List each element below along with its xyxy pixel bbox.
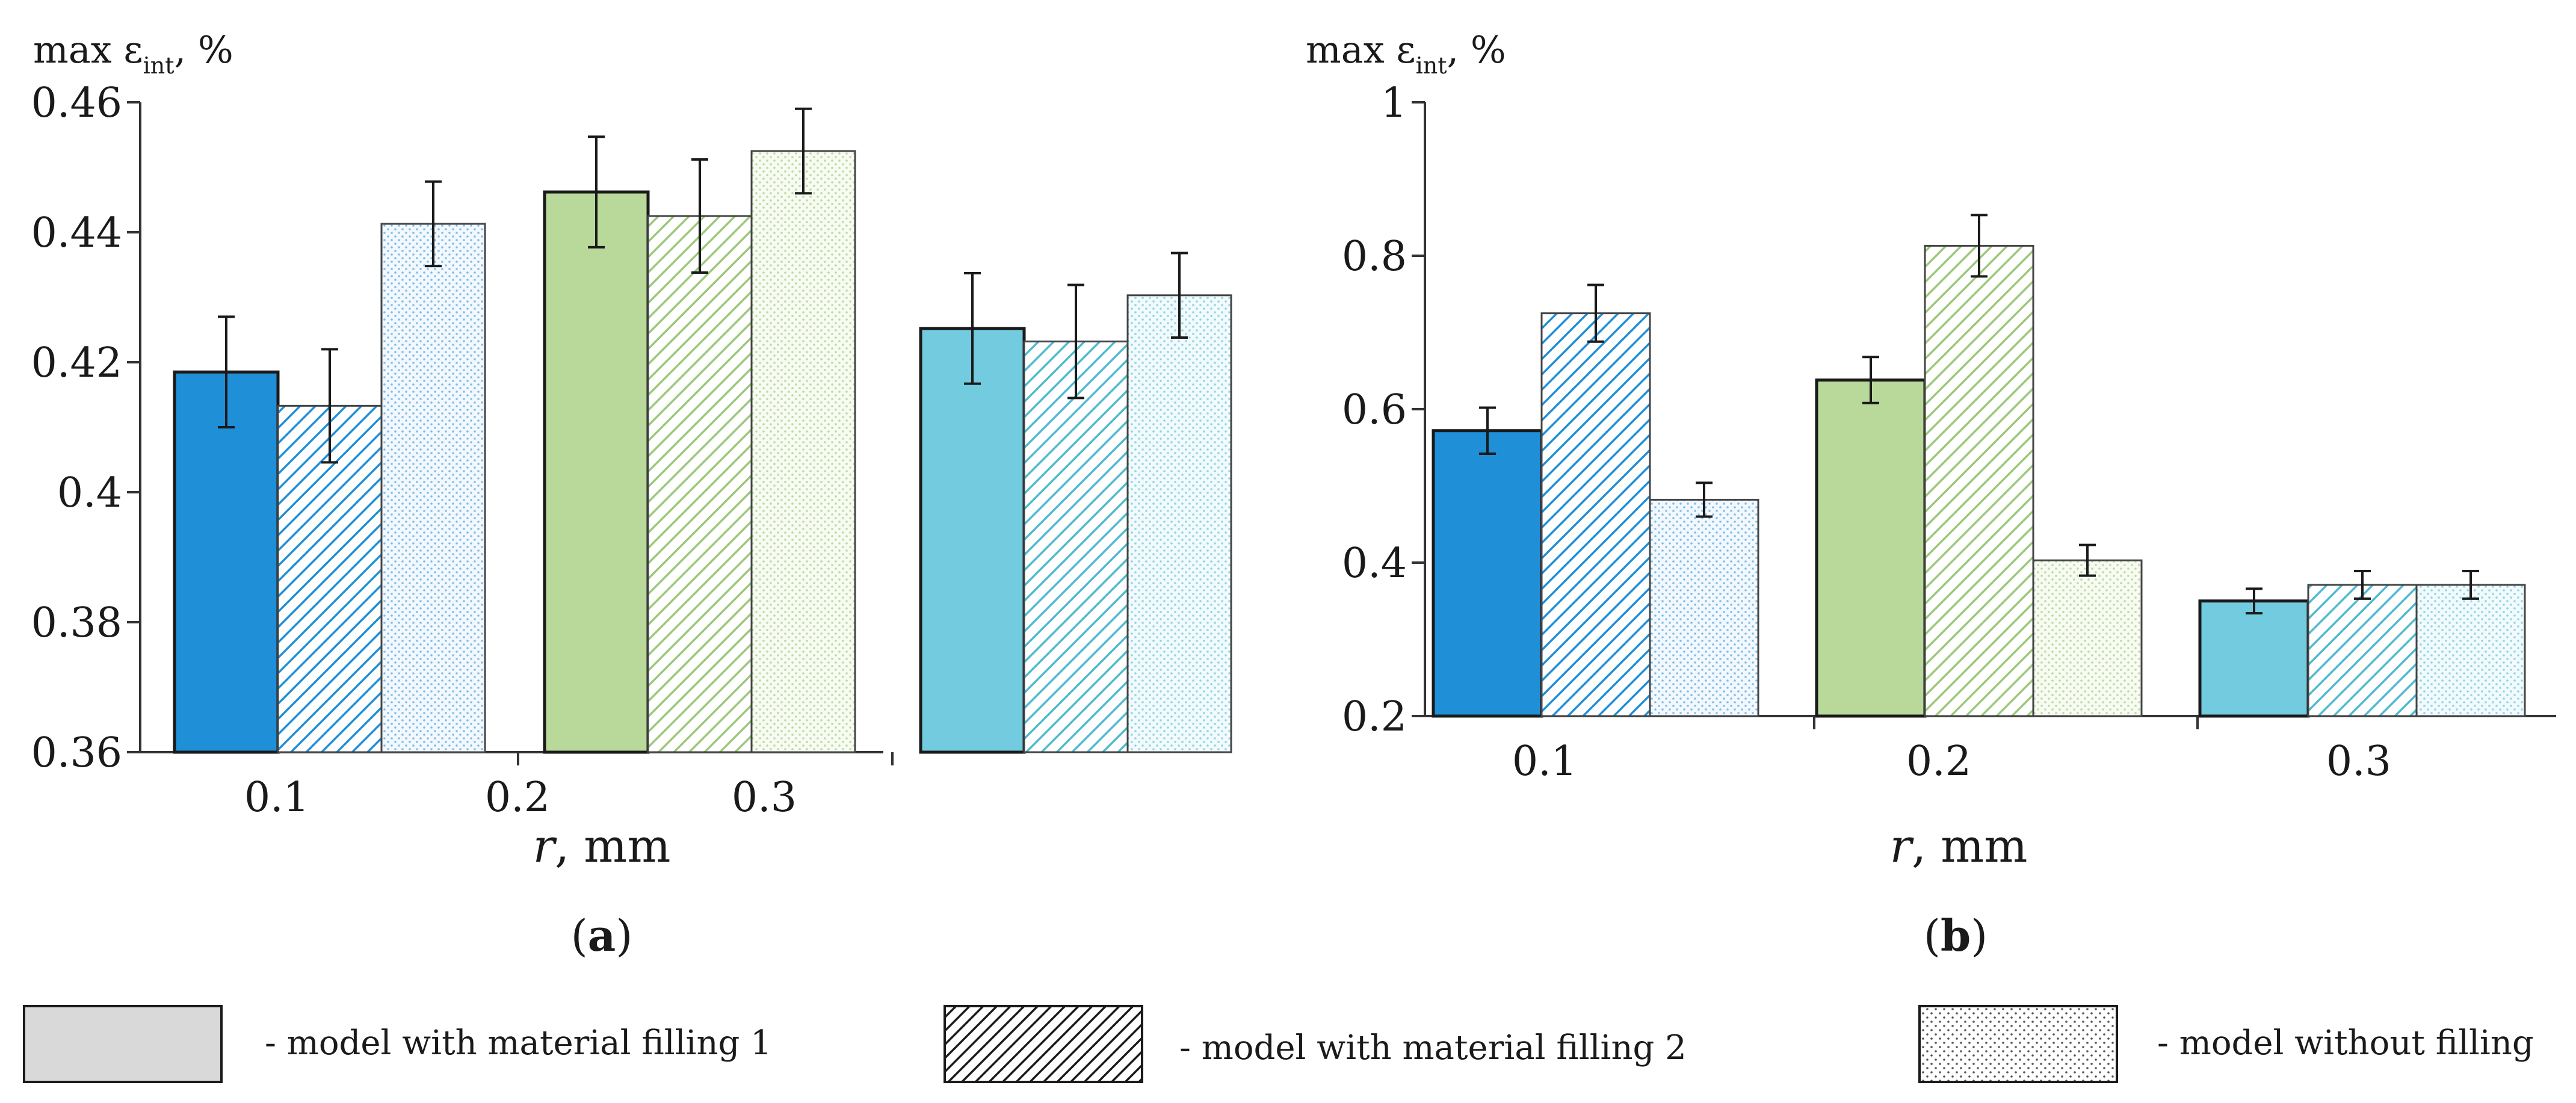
- bar-b-0.1-series3: [1649, 498, 1759, 717]
- bar-a-0.3-series1: [919, 327, 1026, 754]
- bar-b-0.2-series1: [1815, 378, 1927, 718]
- error-bar-b: [1479, 406, 1496, 455]
- y-label-sub-b: int: [1416, 52, 1447, 79]
- error-bar-b: [1862, 356, 1879, 404]
- caption-letter-b: b: [1941, 910, 1971, 961]
- caption-close-a: ): [616, 910, 632, 961]
- bar-a-0.3-series2: [1023, 340, 1129, 753]
- error-bar-b: [2246, 587, 2262, 615]
- error-bar-a: [1171, 252, 1188, 339]
- x-tick-label-b: 0.1: [1512, 738, 1577, 785]
- y-label-main-b: max ε: [1306, 28, 1416, 72]
- x-label-unit-a: , mm: [555, 819, 670, 873]
- error-bar-a: [321, 348, 338, 464]
- error-bar-a: [1067, 283, 1084, 400]
- caption-open-b: (: [1924, 910, 1941, 961]
- error-bar-a: [795, 107, 812, 195]
- error-bar-b: [2354, 570, 2371, 600]
- bar-b-0.1-series1: [1432, 429, 1543, 718]
- bar-b-0.2-series2: [1924, 244, 2034, 717]
- error-bar-b: [2462, 570, 2479, 600]
- error-bar-a: [691, 158, 708, 274]
- bar-b-0.3-series1: [2198, 599, 2310, 718]
- error-bar-a: [964, 272, 981, 385]
- y-tick-label-b: 0.6: [1342, 386, 1407, 434]
- bar-a-0.1-series3: [380, 223, 486, 753]
- bar-b-0.3-series2: [2307, 584, 2418, 717]
- bar-b-0.3-series3: [2415, 584, 2526, 717]
- x-label-var-b: r: [1890, 819, 1915, 873]
- y-tick-label-b: 1: [1381, 79, 1407, 127]
- y-axis-label-b: max εint, %: [1306, 28, 1506, 79]
- error-bar-a: [218, 315, 235, 428]
- y-tick-label-b: 0.8: [1342, 233, 1407, 280]
- caption-b: (b): [1924, 910, 1988, 961]
- error-bar-a: [588, 135, 605, 249]
- y-tick-label-a: 0.4: [57, 469, 122, 517]
- error-bar-b: [1587, 283, 1604, 343]
- y-label-main-a: max ε: [33, 28, 143, 72]
- legend-label-filling-1: - model with material filling 1: [265, 1024, 772, 1063]
- legend-label-filling-2: - model with material filling 2: [1179, 1028, 1687, 1067]
- x-tick-label-a: 0.1: [244, 774, 309, 821]
- error-bar-a: [425, 180, 442, 268]
- x-tick-label-b: 0.3: [2326, 738, 2391, 785]
- bar-a-0.2-series3: [750, 150, 856, 753]
- y-tick-label-a: 0.42: [31, 339, 122, 387]
- caption-close-b: ): [1971, 910, 1988, 961]
- error-bar-b: [1971, 214, 1988, 278]
- x-axis-label-a: r, mm: [533, 819, 671, 873]
- x-tick-label-b: 0.2: [1906, 738, 1971, 785]
- y-tick-label-a: 0.46: [31, 79, 122, 127]
- y-axis-label-a: max εint, %: [33, 28, 233, 79]
- x-axis-label-b: r, mm: [1890, 819, 2028, 873]
- y-label-sub-a: int: [143, 52, 175, 79]
- legend-item-without-filling: - model without filling: [1918, 1005, 2534, 1083]
- y-tick-label-b: 0.2: [1342, 693, 1407, 741]
- legend-item-filling-1: - model with material filling 1: [23, 1005, 772, 1083]
- x-tick-label-a: 0.2: [485, 774, 550, 821]
- error-bar-b: [1696, 481, 1713, 518]
- legend-swatch-dots: [1918, 1005, 2118, 1083]
- y-label-unit-b: , %: [1447, 28, 1506, 72]
- legend-swatch-solid: [23, 1005, 223, 1083]
- chart-panel-a: max εint, % 0.36 0.38 0.4 0.42 0.44 0.46 0.1 0…: [31, 28, 1232, 961]
- bar-a-0.2-series2: [647, 215, 753, 753]
- error-bar-b: [2079, 543, 2096, 577]
- legend-label-without-filling: - model without filling: [2157, 1024, 2534, 1063]
- chart-panel-b: max εint, % 0.2 0.4 0.6 0.8 1 0.1 0.2 0.3 r, m…: [1306, 28, 2556, 961]
- bar-a-0.3-series3: [1126, 294, 1232, 753]
- caption-letter-a: a: [588, 910, 616, 961]
- bar-a-0.2-series1: [543, 190, 650, 754]
- y-tick-label-a: 0.38: [31, 599, 122, 647]
- y-tick-label-a: 0.36: [31, 729, 122, 777]
- bar-a-0.1-series1: [173, 370, 280, 754]
- y-label-unit-a: , %: [174, 28, 233, 72]
- y-tick-label-a: 0.44: [31, 209, 122, 257]
- legend-item-filling-2: - model with material filling 2: [944, 1005, 1687, 1083]
- caption-open-a: (: [571, 910, 588, 961]
- legend-swatch-hatch: [944, 1005, 1143, 1083]
- x-label-unit-b: , mm: [1912, 819, 2027, 873]
- x-label-var-a: r: [533, 819, 558, 873]
- y-tick-label-b: 0.4: [1342, 540, 1407, 587]
- bar-b-0.2-series3: [2032, 559, 2143, 717]
- legend: - model with material filling 1 - model …: [23, 1005, 2534, 1083]
- caption-a: (a): [571, 910, 633, 961]
- x-tick-label-a: 0.3: [732, 774, 797, 821]
- bar-b-0.1-series2: [1540, 312, 1651, 717]
